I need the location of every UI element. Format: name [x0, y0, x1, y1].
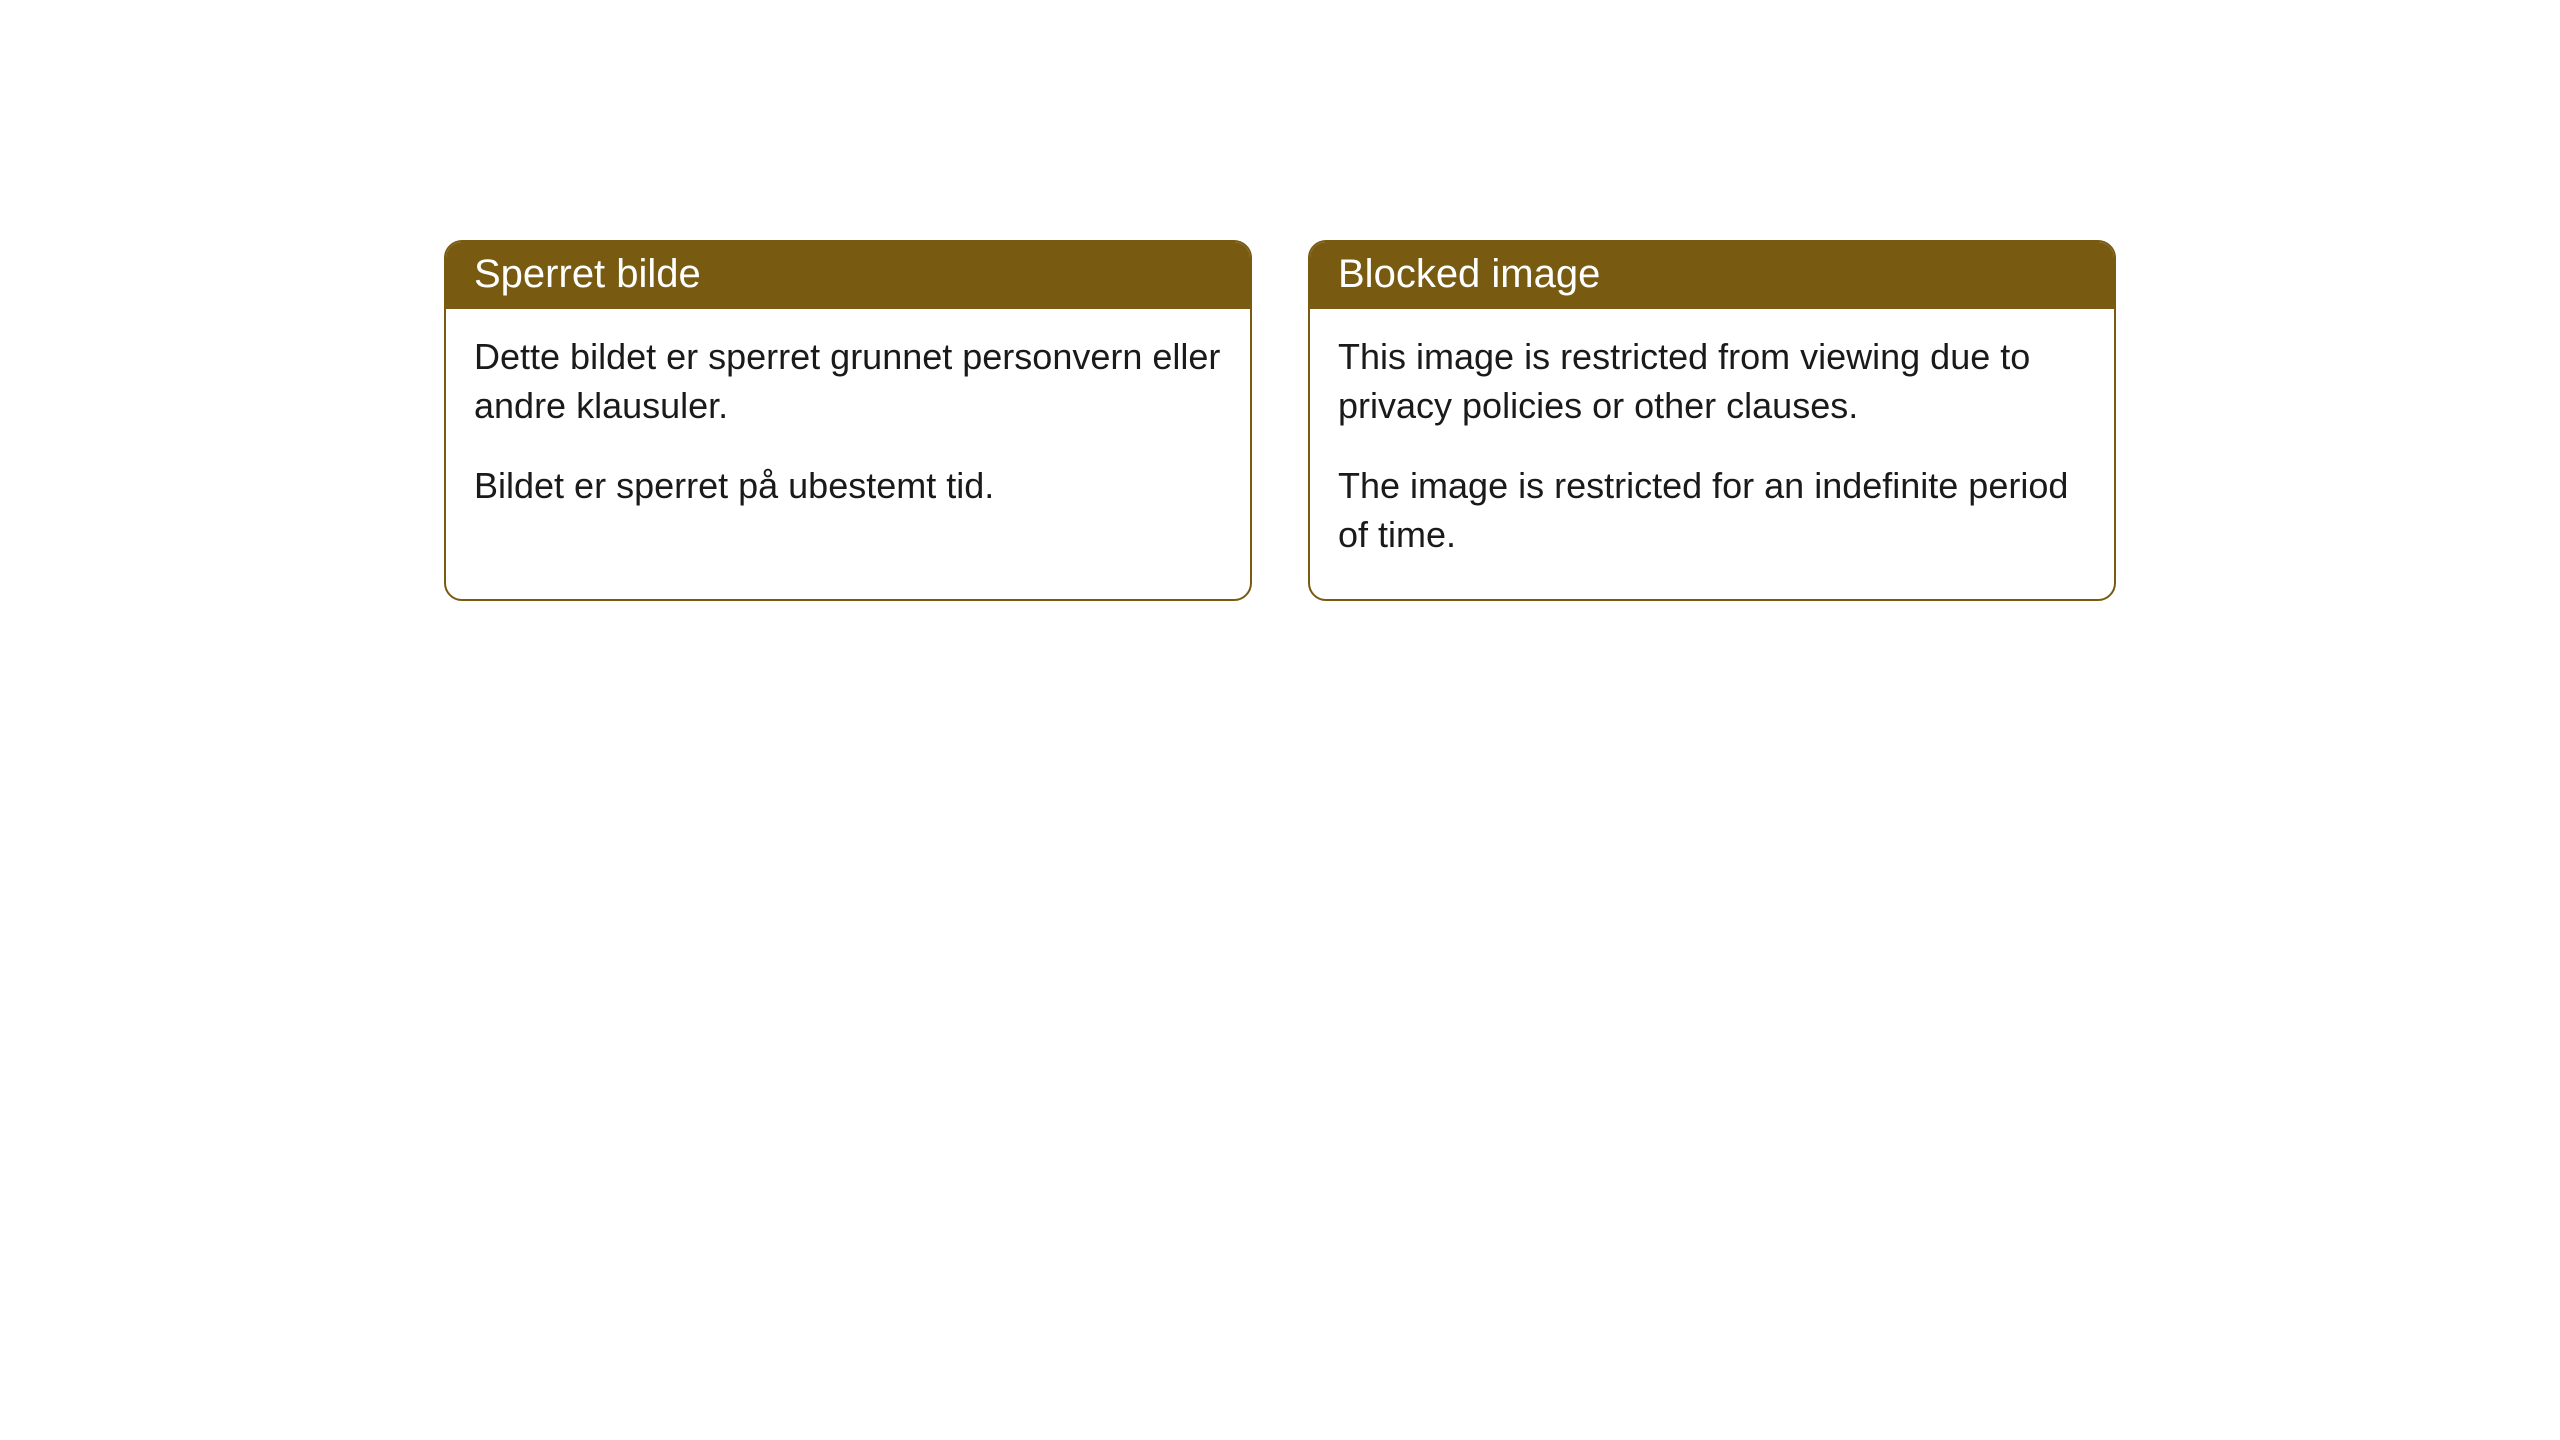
card-title: Blocked image	[1310, 242, 2114, 309]
notice-paragraph: The image is restricted for an indefinit…	[1338, 462, 2086, 559]
blocked-image-card-english: Blocked image This image is restricted f…	[1308, 240, 2116, 601]
notice-paragraph: Dette bildet er sperret grunnet personve…	[474, 333, 1222, 430]
card-body: This image is restricted from viewing du…	[1310, 309, 2114, 599]
blocked-image-card-norwegian: Sperret bilde Dette bildet er sperret gr…	[444, 240, 1252, 601]
notice-paragraph: Bildet er sperret på ubestemt tid.	[474, 462, 1222, 511]
notice-container: Sperret bilde Dette bildet er sperret gr…	[0, 240, 2560, 601]
notice-paragraph: This image is restricted from viewing du…	[1338, 333, 2086, 430]
card-title: Sperret bilde	[446, 242, 1250, 309]
card-body: Dette bildet er sperret grunnet personve…	[446, 309, 1250, 551]
